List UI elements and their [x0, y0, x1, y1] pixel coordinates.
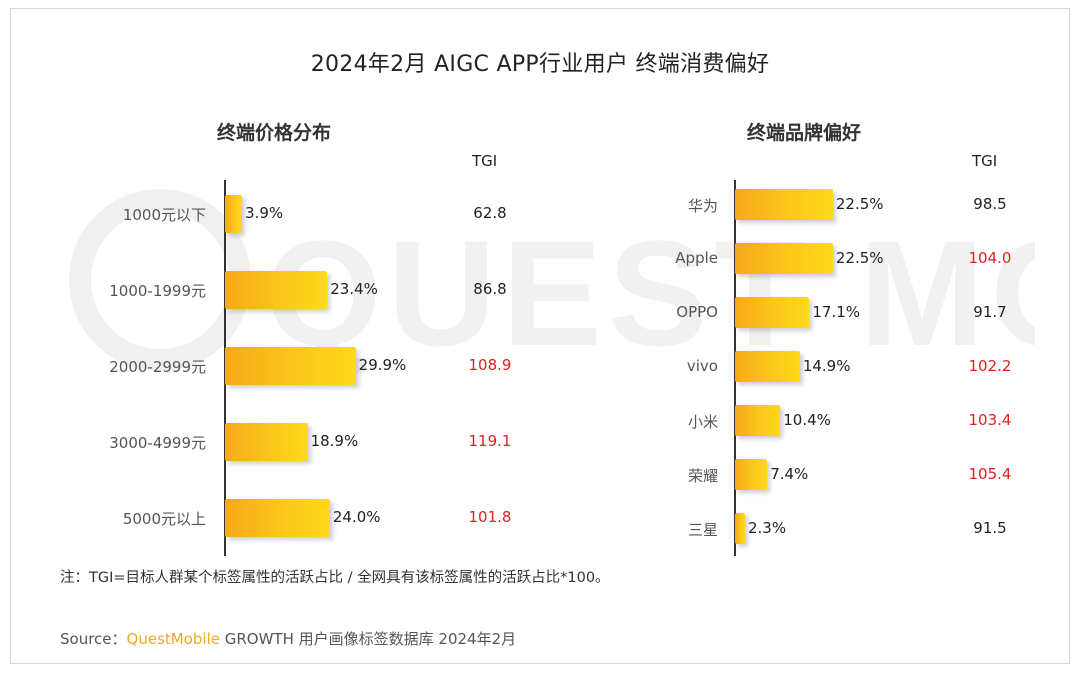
category-label: 3000-4999元 [109, 434, 206, 452]
category-label: 小米 [687, 412, 718, 431]
tgi-header: TGI [472, 152, 498, 170]
tgi-value: 103.4 [968, 410, 1012, 429]
bar [225, 423, 308, 461]
bar [735, 297, 810, 328]
value-label: 22.5% [835, 248, 884, 267]
tgi-value: 108.9 [468, 356, 512, 374]
value-label: 24.0% [332, 508, 381, 526]
tgi-value: 104.0 [968, 248, 1012, 267]
tgi-value: 86.8 [473, 280, 507, 298]
bar [225, 499, 330, 537]
category-label: Apple [675, 248, 718, 267]
bar [735, 189, 833, 220]
tgi-value: 101.8 [468, 508, 512, 526]
category-label: 华为 [687, 196, 718, 215]
bar [735, 405, 781, 436]
source-prefix: Source： [60, 630, 127, 648]
category-label: 5000元以上 [122, 510, 206, 528]
watermark: QUEST MOBILE [69, 189, 1035, 377]
category-axis [224, 180, 226, 556]
value-label: 14.9% [802, 356, 851, 375]
tgi-value: 91.5 [973, 518, 1007, 537]
category-axis [734, 180, 736, 556]
tgi-value: 98.5 [973, 194, 1007, 213]
category-label: 三星 [687, 520, 718, 539]
bar [735, 459, 768, 490]
bar [225, 195, 243, 233]
tgi-value: 105.4 [968, 464, 1012, 483]
source-rest: GROWTH 用户画像标签数据库 2024年2月 [219, 630, 517, 648]
value-label: 17.1% [812, 302, 861, 321]
value-label: 29.9% [358, 356, 407, 374]
category-label: OPPO [676, 302, 718, 321]
tgi-value: 91.7 [973, 302, 1007, 321]
value-label: 7.4% [770, 464, 809, 483]
watermark-text: QUEST MOBILE [265, 209, 1035, 377]
bar [735, 513, 745, 544]
category-label: vivo [686, 356, 718, 375]
chart-subtitle: 终端品牌偏好 [746, 122, 861, 144]
chart-frame [10, 8, 1070, 664]
chart-subtitle: 终端价格分布 [216, 122, 331, 144]
chart-title: 2024年2月 AIGC APP行业用户 终端消费偏好 [310, 52, 770, 77]
category-label: 荣耀 [687, 466, 718, 485]
bar [735, 351, 800, 382]
footnote: 注：TGI=目标人群某个标签属性的活跃占比 / 全网具有该标签属性的活跃占比*1… [60, 570, 610, 586]
value-label: 18.9% [310, 432, 359, 450]
category-label: 1000元以下 [122, 206, 206, 224]
value-label: 3.9% [245, 204, 284, 222]
value-label: 10.4% [783, 410, 831, 429]
category-label: 2000-2999元 [109, 358, 206, 376]
tgi-value: 119.1 [468, 432, 512, 450]
tgi-value: 62.8 [473, 204, 507, 222]
category-label: 1000-1999元 [109, 282, 206, 300]
value-label: 2.3% [748, 518, 787, 537]
value-label: 23.4% [330, 280, 378, 298]
bar [225, 347, 356, 385]
tgi-value: 102.2 [968, 356, 1012, 375]
bar [225, 271, 328, 309]
source-brand: QuestMobile [126, 630, 220, 648]
bar [735, 243, 833, 274]
tgi-header: TGI [972, 152, 998, 170]
source-line: Source：QuestMobile GROWTH 用户画像标签数据库 2024… [60, 628, 516, 649]
value-label: 22.5% [835, 194, 884, 213]
